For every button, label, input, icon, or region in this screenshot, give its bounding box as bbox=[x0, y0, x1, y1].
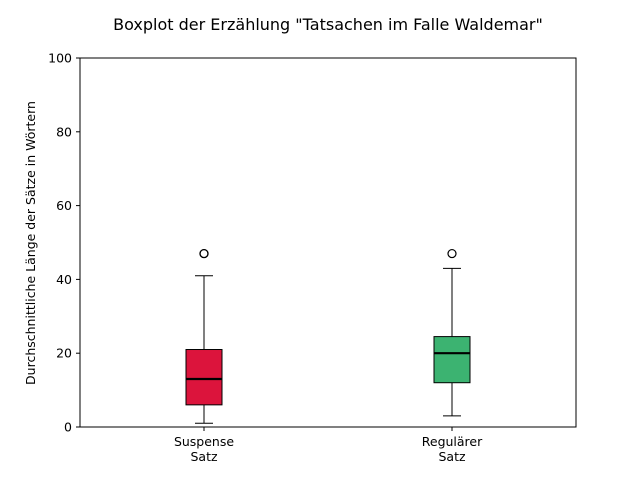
x-tick-label: Regulärer bbox=[422, 434, 483, 449]
x-tick-label: Suspense bbox=[174, 434, 234, 449]
y-tick-label: 60 bbox=[56, 198, 72, 213]
iqr-box bbox=[433, 336, 471, 384]
y-tick-label: 0 bbox=[64, 420, 72, 435]
y-tick-label: 80 bbox=[56, 124, 72, 139]
y-axis-ticks: 0 20 40 60 80 100 bbox=[48, 51, 80, 435]
box-2 bbox=[433, 248, 471, 417]
x-tick-label: Satz bbox=[190, 449, 217, 464]
y-tick-label: 20 bbox=[56, 346, 72, 361]
iqr-box bbox=[185, 349, 223, 406]
box-1 bbox=[185, 248, 223, 424]
outlier-point bbox=[447, 248, 457, 259]
y-axis-label: Durchschnittliche Länge der Sätze in Wör… bbox=[23, 101, 38, 385]
outlier-point bbox=[199, 248, 209, 259]
y-tick-label: 100 bbox=[48, 51, 72, 66]
x-tick-label: Satz bbox=[438, 449, 465, 464]
plot-frame bbox=[79, 57, 577, 428]
box-series bbox=[185, 248, 471, 424]
y-tick-label: 40 bbox=[56, 272, 72, 287]
chart-title: Boxplot der Erzählung "Tatsachen im Fall… bbox=[113, 15, 543, 34]
